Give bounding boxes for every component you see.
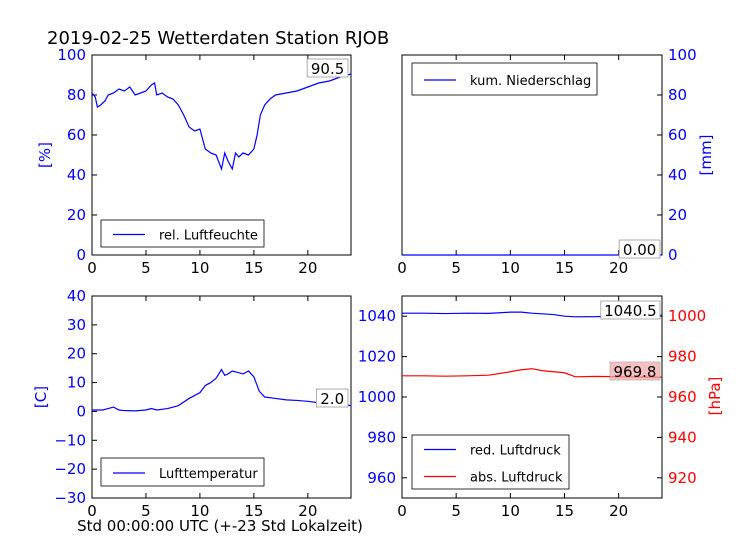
temperature-ytick-label: −20 — [54, 460, 86, 478]
pressure-left-ytick-label: 1000 — [358, 388, 396, 406]
temperature-plot-frame — [91, 295, 352, 499]
temperature-xtick-label: 5 — [141, 502, 151, 520]
temperature-value-label: 2.0 — [320, 390, 344, 408]
precip-xtick-label: 0 — [397, 259, 407, 277]
humidity-ytick-label: 0 — [76, 246, 86, 264]
temperature-value-box — [315, 388, 349, 408]
temperature-xtick-label: 0 — [87, 502, 97, 520]
humidity-xtick-label: 5 — [141, 259, 151, 277]
humidity-ytick-label: 60 — [67, 126, 86, 144]
humidity-xtick-label: 10 — [190, 259, 209, 277]
precip-xtick-label: 5 — [451, 259, 461, 277]
humidity-plot-frame — [91, 54, 352, 256]
temperature-ytick-label: 30 — [67, 316, 86, 334]
pressure-xtick-label: 0 — [397, 502, 407, 520]
temperature-ytick-label: −10 — [54, 431, 86, 449]
precip-ytick-label: 0 — [668, 246, 678, 264]
temperature-ytick-label: 20 — [67, 345, 86, 363]
pressure-xtick-label: 15 — [555, 502, 574, 520]
pressure-xtick-label: 5 — [451, 502, 461, 520]
humidity-legend — [100, 219, 265, 248]
temperature-ytick-label: 40 — [67, 287, 86, 305]
precip-ytick-label: 100 — [668, 46, 697, 64]
humidity-xtick-label: 20 — [298, 259, 317, 277]
pressure-xtick-label: 20 — [609, 502, 628, 520]
pressure-right-ytick-label: 960 — [668, 388, 697, 406]
pressure-red-value-box — [600, 300, 661, 320]
humidity-legend-label: rel. Luftfeuchte — [159, 229, 258, 244]
pressure-abs-value-box — [609, 361, 661, 381]
pressure-left-ytick-label: 980 — [367, 428, 396, 446]
pressure-legend-label: abs. Luftdruck — [470, 471, 563, 486]
pressure-right-ytick-label: 980 — [668, 348, 697, 366]
pressure-legend-label: red. Luftdruck — [470, 444, 561, 459]
humidity-value-box — [306, 58, 349, 78]
humidity-xtick-label: 0 — [87, 259, 97, 277]
humidity-ytick-label: 40 — [67, 166, 86, 184]
precip-ytick-label: 40 — [668, 166, 687, 184]
pressure-red-value-label: 1040.5 — [604, 302, 657, 320]
precip-xtick-label: 15 — [555, 259, 574, 277]
figure-title: 2019-02-25 Wetterdaten Station RJOB — [47, 28, 389, 49]
temperature-y-axis-label: [C] — [32, 386, 50, 408]
temperature-legend-label: Lufttemperatur — [159, 467, 258, 482]
temperature-xtick-label: 20 — [298, 502, 317, 520]
precip-ytick-label: 60 — [668, 126, 687, 144]
precip-ytick-label: 80 — [668, 86, 687, 104]
precip-xtick-label: 10 — [501, 259, 520, 277]
temperature-xtick-label: 10 — [190, 502, 209, 520]
humidity-value-label: 90.5 — [311, 60, 344, 78]
pressure-right-ytick-label: 940 — [668, 428, 697, 446]
humidity-series-line — [91, 73, 352, 172]
pressure-legend — [411, 434, 570, 490]
precip-y-axis-label: [mm] — [697, 135, 715, 176]
x-axis-label: Std 00:00:00 UTC (+-23 Std Lokalzeit) — [77, 517, 363, 535]
humidity-y-axis-label: [%] — [36, 142, 54, 168]
precip-legend-label: kum. Niederschlag — [470, 74, 591, 89]
pressure-abs-series-line — [402, 368, 663, 378]
temperature-ytick-label: 0 — [76, 402, 86, 420]
pressure-left-ytick-label: 1020 — [358, 348, 396, 366]
humidity-ytick-label: 20 — [67, 206, 86, 224]
pressure-right-ytick-label: 1000 — [668, 307, 706, 325]
temperature-legend — [100, 457, 265, 487]
pressure-right-ytick-label: 920 — [668, 469, 697, 487]
precip-xtick-label: 20 — [609, 259, 628, 277]
humidity-ytick-label: 100 — [57, 46, 86, 64]
precip-value-label: 0.00 — [623, 241, 656, 259]
pressure-y-axis-label: [hPa] — [706, 377, 724, 416]
temperature-xtick-label: 15 — [244, 502, 263, 520]
humidity-ytick-label: 80 — [67, 86, 86, 104]
humidity-xtick-label: 15 — [244, 259, 263, 277]
temperature-ytick-label: −30 — [54, 489, 86, 507]
temperature-series-line — [92, 368, 352, 412]
precip-legend — [411, 62, 598, 96]
pressure-abs-value-label: 969.8 — [614, 363, 657, 381]
precip-value-box — [618, 239, 661, 259]
precip-ytick-label: 20 — [668, 206, 687, 224]
pressure-left-ytick-label: 960 — [367, 469, 396, 487]
pressure-left-ytick-label: 1040 — [358, 307, 396, 325]
temperature-ytick-label: 10 — [67, 374, 86, 392]
pressure-xtick-label: 10 — [501, 502, 520, 520]
